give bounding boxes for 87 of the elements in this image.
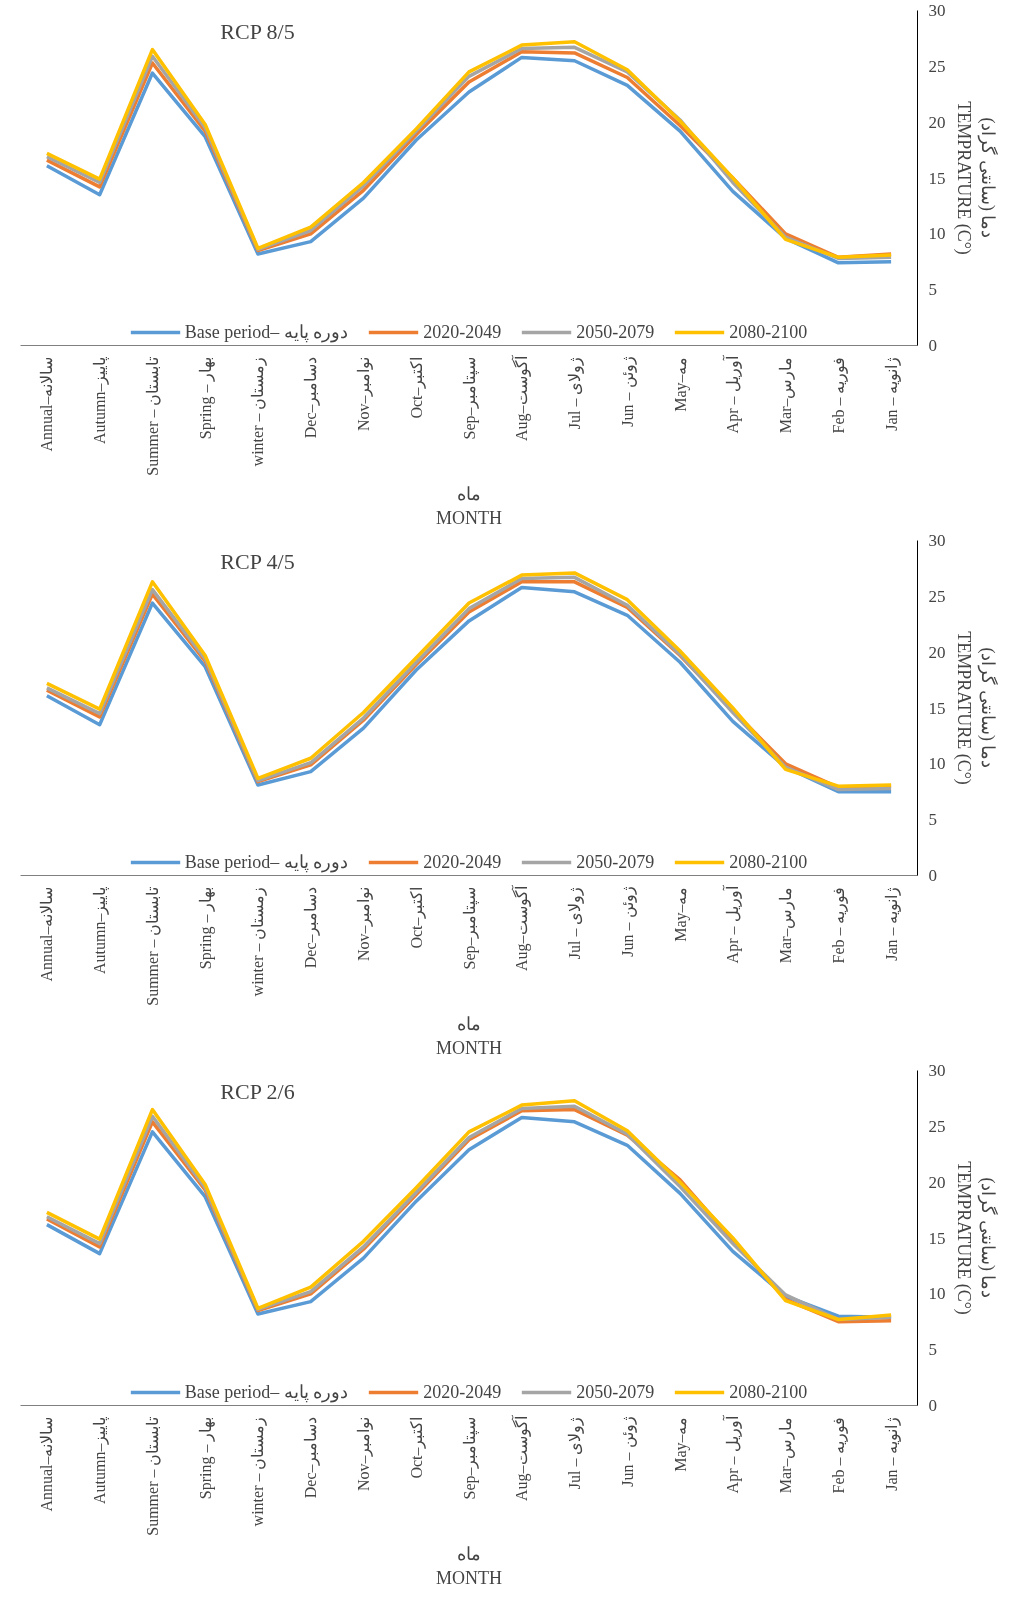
x-tick-label: Sep–سپتامبر [460, 1416, 479, 1500]
x-tick-label: May–مه [671, 356, 690, 412]
legend-label: 2050-2079 [576, 851, 655, 873]
x-tick-label: Oct–اکتبر [407, 886, 426, 949]
x-tick-label: Summer – تابستان [143, 886, 161, 1006]
y-tick-label: 20 [928, 112, 946, 132]
x-tick-label: winter – زمستان [249, 1416, 268, 1527]
y-tick-label: 5 [928, 280, 937, 300]
y-tick-label: 10 [928, 224, 946, 244]
x-tick-label: Feb – فوریه [829, 886, 848, 964]
x-tick-label: May–مه [671, 1416, 690, 1472]
legend-label: Base period– دوره پایه [184, 321, 349, 343]
x-tick-label: Jul – ژولای [566, 886, 585, 960]
x-tick-label: Oct–اکتبر [407, 356, 426, 419]
legend-label: Base period– دوره پایه [184, 851, 349, 873]
legend-label: 2080-2100 [729, 851, 808, 873]
x-tick-label: Sep–سپتامبر [460, 356, 479, 440]
x-tick-label: Feb – فوریه [829, 1416, 848, 1494]
x-tick-label: Nov–نوامبر [354, 886, 373, 962]
legend-label: Base period– دوره پایه [184, 1381, 349, 1403]
y-tick-label: 20 [928, 642, 946, 662]
x-tick-label: Annual–سالانه [38, 356, 56, 452]
y-tick-label: 10 [928, 1284, 946, 1304]
x-tick-label: Nov–نوامبر [354, 356, 373, 432]
y-tick-label: 30 [928, 531, 946, 550]
x-tick-label: Mar–مارس [777, 886, 796, 964]
legend-label: 2050-2079 [576, 321, 655, 343]
y-tick-label: 30 [928, 1061, 946, 1080]
y-tick-label: 15 [928, 1228, 946, 1248]
x-tick-label: Nov–نوامبر [354, 1416, 373, 1492]
x-tick-label: Spring – بهار [196, 356, 215, 440]
x-tick-label: Apr – آوریل [722, 884, 743, 964]
legend-label: 2020-2049 [423, 321, 502, 343]
legend-label: 2020-2049 [423, 1381, 502, 1403]
x-tick-label: Aug–آگوست [511, 354, 532, 442]
x-tick-label: Mar–مارس [777, 356, 796, 434]
x-tick-label: Jan – ژانویه [882, 1416, 901, 1491]
y-tick-label: 5 [928, 1340, 937, 1360]
x-tick-label: Jun – ژوئن [618, 1416, 637, 1487]
x-tick-label: Mar–مارس [777, 1416, 796, 1494]
x-tick-label: Summer – تابستان [143, 1416, 161, 1536]
y-tick-label: 25 [928, 1116, 946, 1136]
x-tick-label: Jun – ژوئن [618, 886, 637, 957]
y-tick-label: 15 [928, 698, 946, 718]
x-tick-label: Apr – آوریل [722, 354, 743, 434]
legend-label: 2080-2100 [729, 1381, 808, 1403]
x-tick-label: Oct–اکتبر [407, 1416, 426, 1479]
chart-title: RCP 8/5 [220, 19, 295, 44]
x-tick-label: Dec–دسامبر [302, 356, 321, 439]
y-tick-label: 15 [928, 168, 946, 188]
x-tick-label: Dec–دسامبر [302, 1416, 321, 1499]
x-tick-label: Annual–سالانه [38, 1416, 56, 1512]
x-tick-label: Jan – ژانویه [882, 356, 901, 431]
x-tick-label: Autumn–پاییز [91, 886, 110, 974]
y-tick-label: 0 [928, 336, 937, 355]
y-tick-label: 10 [928, 754, 946, 774]
legend-label: 2050-2079 [576, 1381, 655, 1403]
x-tick-label: Apr – آوریل [722, 1414, 743, 1494]
x-tick-label: Spring – بهار [196, 886, 215, 970]
x-tick-label: Sep–سپتامبر [460, 886, 479, 970]
y-tick-label: 30 [928, 1, 946, 20]
x-tick-label: Summer – تابستان [143, 356, 161, 476]
y-tick-label: 0 [928, 1396, 937, 1415]
y-tick-label: 25 [928, 586, 946, 606]
x-tick-label: Annual–سالانه [38, 886, 56, 982]
x-tick-label: Autumn–پاییز [91, 1416, 110, 1504]
y-tick-label: 25 [928, 56, 946, 76]
x-tick-label: Dec–دسامبر [302, 886, 321, 969]
legend-label: 2080-2100 [729, 321, 808, 343]
y-tick-label: 5 [928, 810, 937, 830]
x-tick-label: Aug–آگوست [511, 1414, 532, 1502]
chart-title: RCP 4/5 [220, 549, 295, 574]
x-tick-label: winter – زمستان [249, 886, 268, 997]
y-tick-label: 0 [928, 866, 937, 885]
x-tick-label: Feb – فوریه [829, 356, 848, 434]
legend-label: 2020-2049 [423, 851, 502, 873]
y-tick-label: 20 [928, 1172, 946, 1192]
x-tick-label: Aug–آگوست [511, 884, 532, 972]
x-tick-label: May–مه [671, 886, 690, 942]
x-tick-label: Jan – ژانویه [882, 886, 901, 961]
x-tick-label: winter – زمستان [249, 356, 268, 467]
x-tick-label: Autumn–پاییز [91, 356, 110, 444]
x-tick-label: Jun – ژوئن [618, 356, 637, 427]
x-tick-label: Spring – بهار [196, 1416, 215, 1500]
chart-title: RCP 2/6 [220, 1079, 295, 1104]
x-tick-label: Jul – ژولای [566, 356, 585, 430]
x-tick-label: Jul – ژولای [566, 1416, 585, 1490]
